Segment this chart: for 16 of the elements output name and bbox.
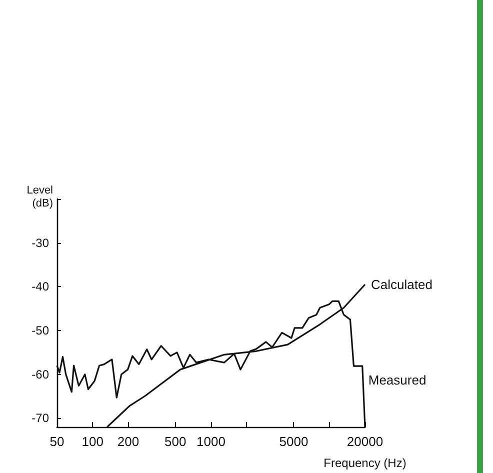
series-label: Measured xyxy=(368,372,426,388)
x-tick-label: 200 xyxy=(117,434,140,449)
x-tick-label: 20000 xyxy=(346,434,384,449)
x-tick-label: 100 xyxy=(82,434,104,449)
x-tick-label: 1000 xyxy=(196,434,226,449)
y-tick-label: -30 xyxy=(32,236,50,250)
y-axis-title: Level (dB) xyxy=(26,184,53,210)
x-tick-label: 500 xyxy=(164,434,186,449)
y-tick-label: -40 xyxy=(32,280,50,294)
series-label: Calculated xyxy=(371,277,432,292)
y-tick-label: -50 xyxy=(32,324,50,338)
y-tick-label: -70 xyxy=(32,411,50,426)
x-tick-label: 50 xyxy=(50,434,64,449)
y-tick-label: -60 xyxy=(32,367,50,382)
x-axis-title: Frequency (Hz) xyxy=(324,456,406,470)
x-tick-label: 5000 xyxy=(279,434,308,449)
